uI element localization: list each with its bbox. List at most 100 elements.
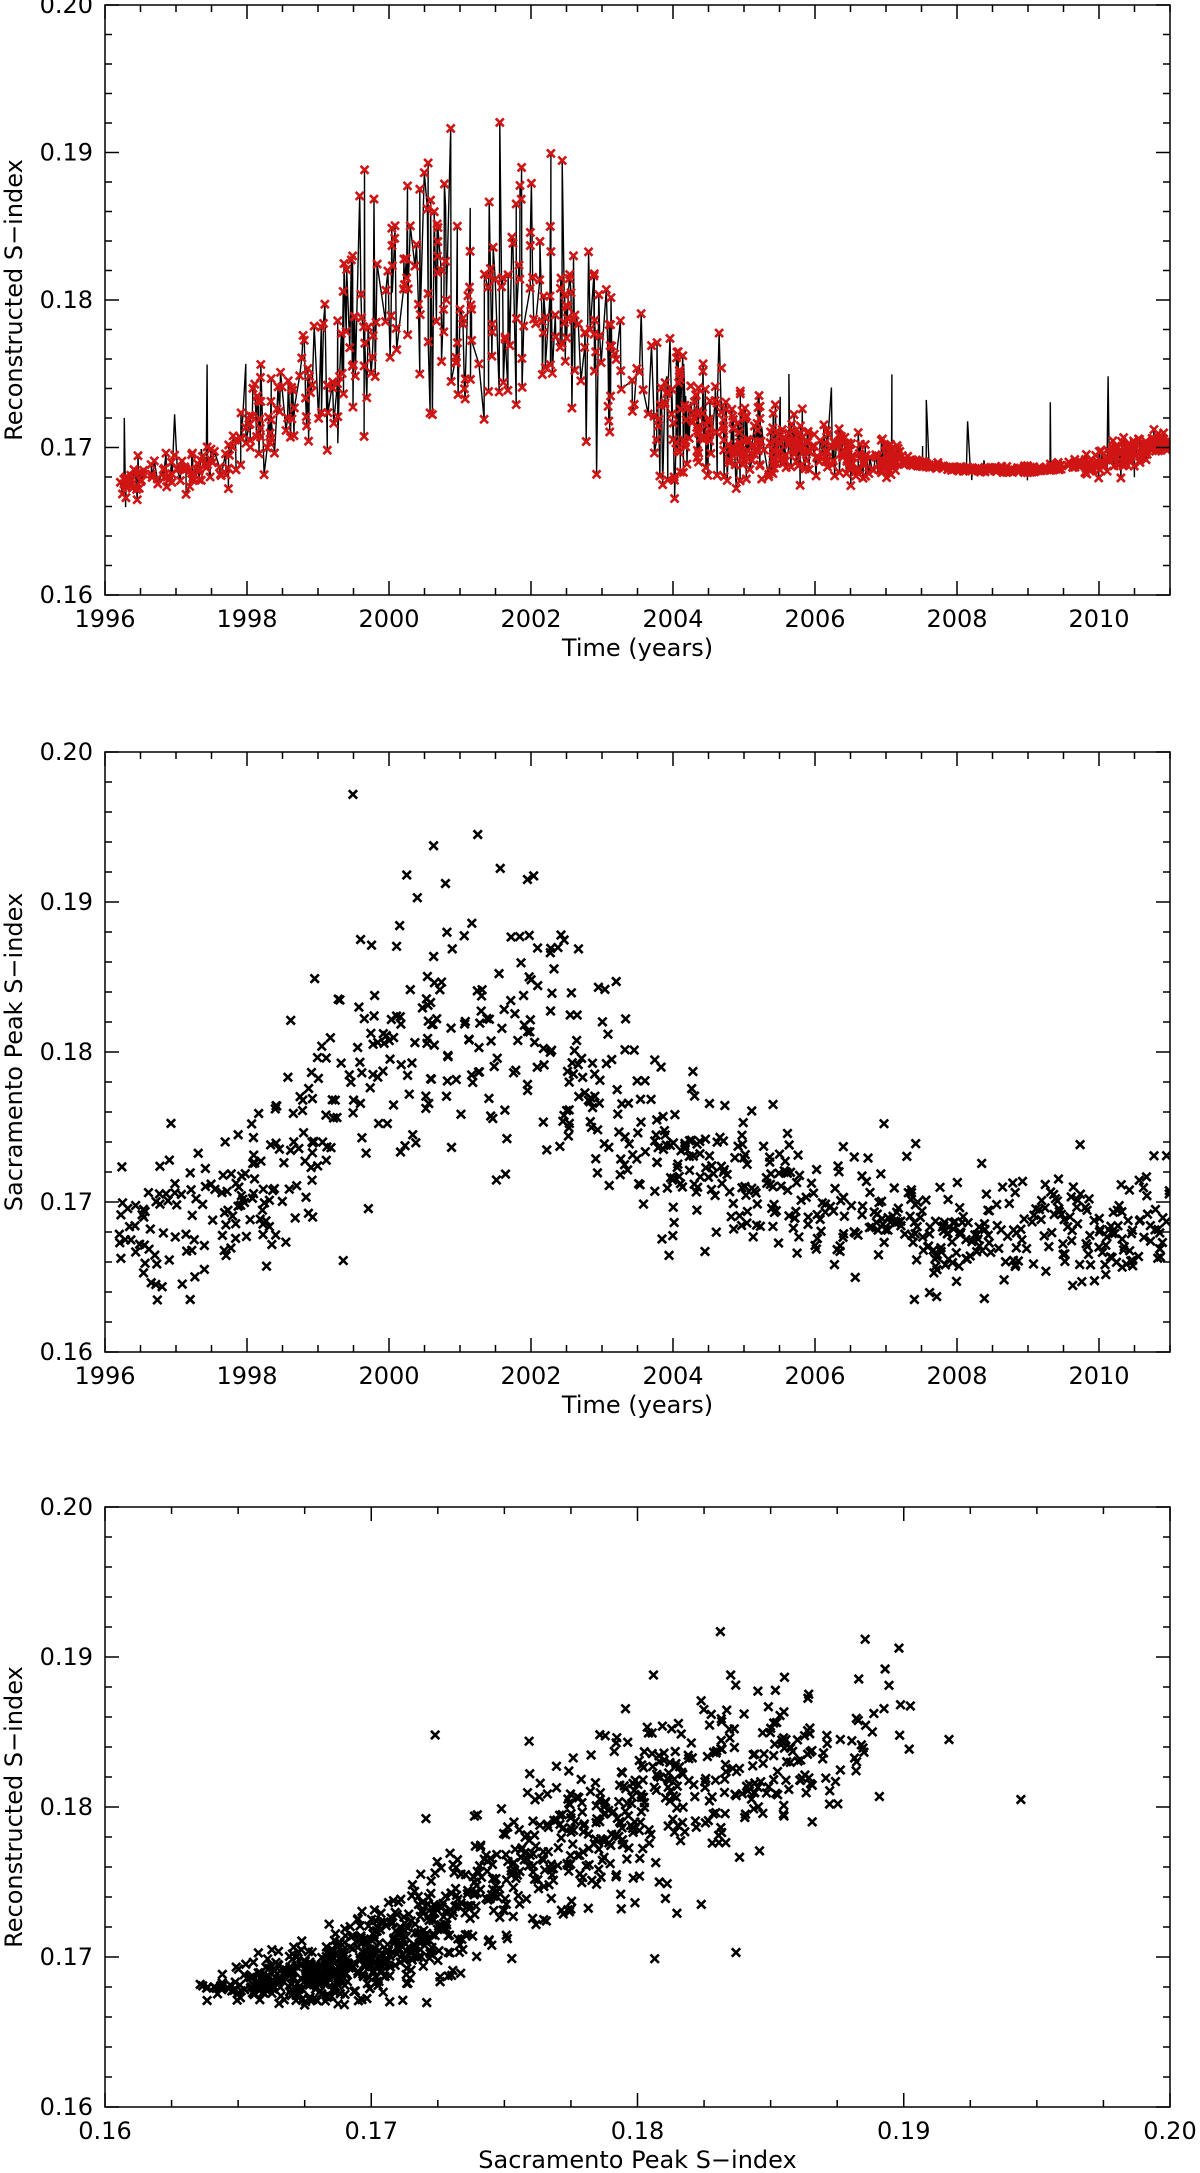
data-point (942, 1228, 954, 1239)
data-point (347, 1930, 359, 1941)
data-point (615, 1153, 626, 1165)
data-point-red (255, 396, 266, 407)
data-point-red (556, 273, 566, 283)
data-point-red (332, 411, 343, 422)
data-point (533, 1883, 544, 1894)
data-point-red (514, 260, 524, 271)
data-point-red (583, 246, 594, 257)
data-point (699, 1782, 711, 1793)
data-point-red (795, 480, 806, 491)
data-point (190, 1193, 202, 1204)
data-point (710, 1775, 721, 1786)
data-point (1164, 1188, 1170, 1200)
data-point-red (175, 475, 186, 486)
data-point (874, 1791, 885, 1802)
data-point (849, 1752, 860, 1764)
data-point (912, 1196, 923, 1208)
data-point (821, 1730, 832, 1741)
data-point (532, 942, 543, 954)
data-point (736, 1220, 747, 1231)
data-point (403, 1908, 414, 1920)
data-point (683, 1775, 695, 1786)
data-point (817, 1197, 828, 1208)
data-point (285, 1145, 296, 1156)
data-point (323, 1919, 335, 1930)
data-point-red (629, 399, 640, 410)
data-point (894, 1730, 905, 1741)
data-point (862, 1152, 874, 1164)
data-point-red (654, 471, 665, 481)
data-point (715, 1626, 726, 1637)
data-point (806, 1178, 817, 1189)
data-point-red (735, 388, 746, 399)
data-point (514, 931, 525, 942)
data-point-red (605, 391, 616, 402)
data-point (347, 789, 359, 800)
data-point (728, 1198, 739, 1209)
data-point (239, 1984, 250, 1995)
data-point-red (411, 239, 422, 250)
data-point (946, 1236, 958, 1248)
data-point (768, 1199, 780, 1210)
data-point (543, 1822, 554, 1833)
data-point-red (494, 117, 505, 128)
data-point-red (458, 319, 468, 329)
data-point (423, 1015, 434, 1027)
data-point (695, 1171, 706, 1183)
data-point (273, 1998, 285, 2009)
data-point (1124, 1245, 1135, 1256)
data-point (432, 1856, 443, 1867)
data-point (508, 1911, 519, 1922)
data-point (490, 1873, 502, 1884)
data-point (729, 1742, 740, 1753)
data-point (905, 1700, 916, 1712)
data-point (1116, 1179, 1127, 1190)
data-point (436, 1862, 447, 1874)
data-point-red (236, 407, 246, 418)
data-point-red (338, 286, 349, 297)
data-point (658, 1748, 670, 1759)
data-point (373, 1118, 384, 1129)
data-point (611, 976, 622, 987)
data-point (864, 1187, 876, 1198)
data-point-red (484, 197, 495, 207)
data-point (767, 1221, 779, 1232)
data-point (485, 1853, 496, 1864)
data-point (291, 1180, 302, 1191)
data-point-red (255, 359, 266, 370)
data-point (426, 1875, 437, 1887)
data-point (696, 1695, 707, 1706)
data-point (883, 1212, 894, 1223)
data-point (758, 1141, 769, 1152)
data-point (784, 1139, 795, 1151)
data-point (449, 1901, 461, 1912)
data-point (1138, 1182, 1149, 1193)
data-point (264, 1221, 275, 1232)
data-point-red (422, 204, 433, 214)
data-point (832, 1798, 843, 1809)
data-point (838, 1141, 849, 1152)
data-point-red (341, 264, 352, 275)
data-point (1046, 1227, 1057, 1238)
data-point (532, 980, 543, 991)
y-tick-label: 0.17 (40, 1188, 93, 1216)
x-tick-label: 0.20 (1143, 2117, 1196, 2145)
data-point (671, 1908, 683, 1919)
data-point (782, 1128, 793, 1139)
data-point (130, 1200, 141, 1211)
data-point (749, 1787, 760, 1798)
data-point (275, 1990, 287, 2002)
data-point-red (451, 358, 462, 368)
data-point (262, 1953, 273, 1965)
data-point (748, 1231, 759, 1242)
data-point-red (486, 351, 497, 362)
data-point-red (545, 246, 556, 257)
data-point (563, 1130, 574, 1142)
data-point (303, 1978, 314, 1989)
data-point (992, 1220, 1003, 1231)
data-point-red (247, 411, 258, 422)
data-point-red (269, 448, 280, 458)
data-point (1043, 1241, 1054, 1252)
data-point (619, 1159, 630, 1170)
data-point-red (415, 309, 426, 320)
